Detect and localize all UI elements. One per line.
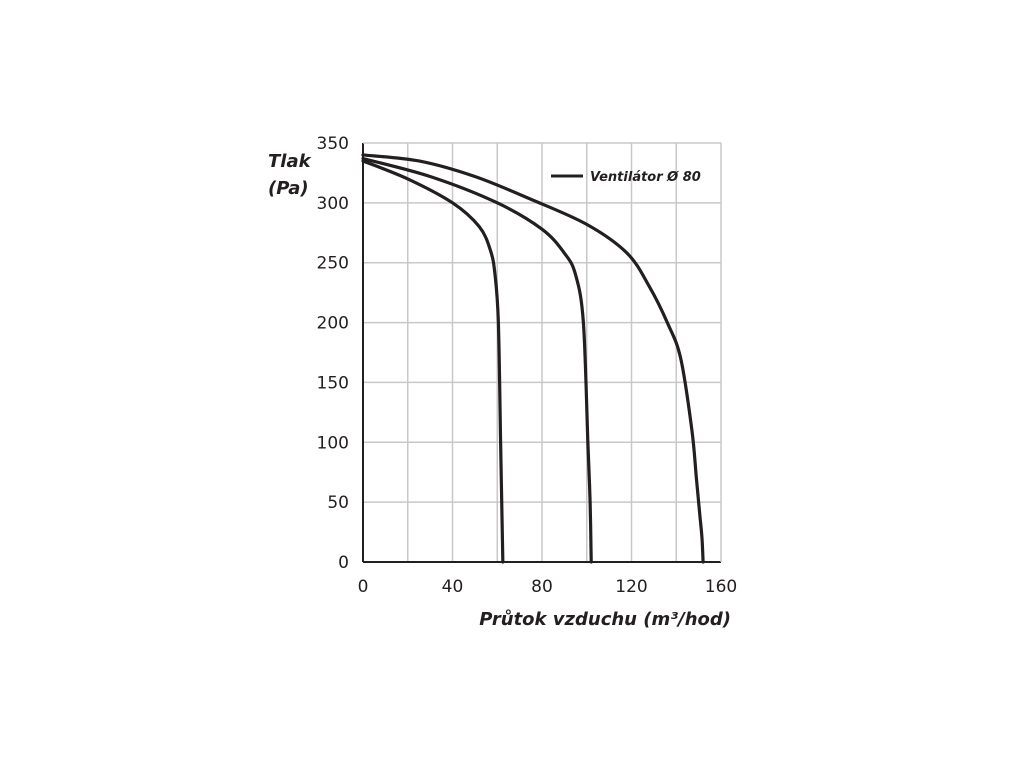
chart-tick-labels: 0 40 80 120 160 0 50 100 150 200 250 300 350 [317,134,738,597]
x-tick-label: 0 [358,577,369,597]
fan-curve-1 [361,159,505,564]
y-tick-label: 150 [317,373,349,393]
chart-axes [362,142,722,563]
x-tick-label: 120 [615,577,647,597]
y-tick-label: 100 [317,433,349,453]
legend: Ventilátor Ø 80 [551,170,701,185]
y-tick-label: 250 [317,254,349,274]
chart-curves [361,153,705,564]
y-tick-label: 50 [327,493,349,513]
y-axis-title-line1: Tlak [268,151,312,172]
y-tick-label: 350 [317,134,349,154]
x-axis-title: Průtok vzduchu (m³/hod) [479,609,731,630]
legend-label: Ventilátor Ø 80 [590,170,701,185]
fan-curve-2 [361,156,593,564]
x-tick-label: 40 [442,577,464,597]
y-axis-title-line2: (Pa) [268,178,309,199]
y-tick-label: 0 [338,553,349,573]
fan-curve-3 [361,153,705,564]
y-tick-label: 200 [317,314,349,334]
x-tick-label: 160 [705,577,737,597]
chart-grid [363,143,721,562]
x-tick-label: 80 [531,577,553,597]
y-tick-label: 300 [317,194,349,214]
